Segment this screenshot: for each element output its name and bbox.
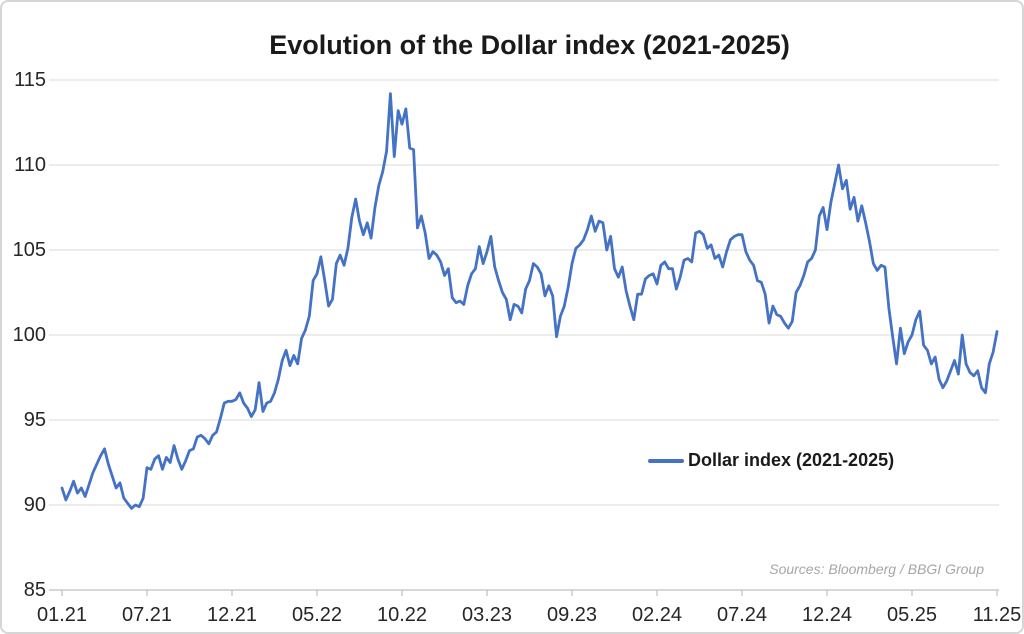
y-axis-tick-label: 95 [23,409,46,431]
legend-line-swatch [648,458,684,463]
source-note: Sources: Bloomberg / BBGI Group [769,561,984,577]
x-axis-tick-label: 05.25 [886,604,938,626]
x-axis-tick-label: 07.21 [121,604,173,626]
y-axis-tick-label: 100 [12,324,46,346]
x-axis-tick-label: 02.24 [631,604,683,626]
y-axis-tick-label: 115 [14,69,46,91]
x-axis-tick-label: 12.24 [801,604,853,626]
chart-title: Evolution of the Dollar index (2021-2025… [269,30,790,60]
y-axis-tick-label: 110 [14,154,46,176]
x-axis-tick-label: 07.24 [716,604,768,626]
x-axis-tick-label: 12.21 [206,604,258,626]
x-axis-tick-label: 09.23 [546,604,598,626]
x-axis-tick-label: 11.25 [972,604,1022,626]
y-axis-tick-label: 85 [23,579,46,601]
x-axis-tick-label: 10.22 [376,604,428,626]
legend: Dollar index (2021-2025) [648,450,894,471]
x-axis-tick-label: 01.21 [36,604,88,626]
x-axis-tick-label: 05.22 [291,604,343,626]
y-axis-tick-label: 90 [23,494,46,516]
legend-label: Dollar index (2021-2025) [688,450,895,470]
dollar-index-line [60,92,999,510]
y-axis-tick-label: 105 [12,239,46,261]
x-axis-tick-label: 03.23 [461,604,513,626]
